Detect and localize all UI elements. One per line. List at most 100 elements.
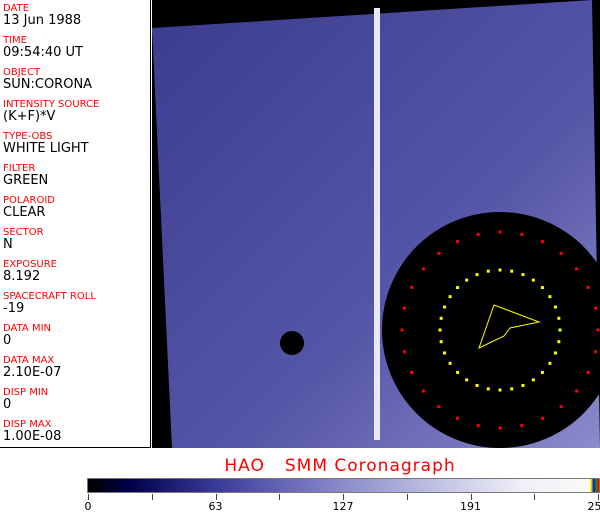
field-value: 2.10E-07: [3, 366, 61, 380]
colorbar-tick-label: 0: [85, 500, 92, 513]
field-value: 0: [3, 398, 48, 412]
marker-dot: [422, 267, 425, 270]
colorbar-tick-label: 255: [588, 500, 600, 513]
marker-dot: [594, 350, 597, 353]
marker-dot: [597, 329, 600, 332]
marker-dot: [465, 378, 468, 381]
field-value: CLEAR: [3, 206, 55, 220]
field-value: (K+F)*V: [3, 110, 99, 124]
marker-dot: [559, 329, 562, 332]
marker-dot: [557, 340, 560, 343]
marker-dot: [520, 424, 523, 427]
marker-dot: [594, 307, 597, 310]
marker-dot: [560, 405, 563, 408]
marker-dot: [554, 306, 557, 309]
marker-dot: [439, 329, 442, 332]
marker-dot: [443, 306, 446, 309]
marker-dot: [587, 286, 590, 289]
marker-dot: [532, 279, 535, 282]
marker-dot: [449, 295, 452, 298]
marker-dot: [520, 233, 523, 236]
field-value: 8.192: [3, 270, 57, 284]
marker-dot: [554, 351, 557, 354]
field-intensity-source: INTENSITY SOURCE(K+F)*V: [3, 99, 99, 124]
dark-spot: [280, 331, 304, 355]
marker-dot: [560, 252, 563, 255]
marker-dot: [575, 267, 578, 270]
marker-dot: [476, 384, 479, 387]
marker-dot: [557, 317, 560, 320]
marker-dot: [422, 390, 425, 393]
marker-dot: [477, 424, 480, 427]
field-value: 1.00E-08: [3, 430, 61, 444]
marker-dot: [499, 389, 502, 392]
marker-dot: [437, 405, 440, 408]
field-value: GREEN: [3, 174, 48, 188]
pylon-stripe: [374, 8, 380, 440]
marker-dot: [548, 295, 551, 298]
coronagraph-image[interactable]: [152, 0, 600, 448]
marker-dot: [487, 270, 490, 273]
marker-dot: [437, 252, 440, 255]
marker-dot: [440, 340, 443, 343]
marker-dot: [521, 384, 524, 387]
marker-dot: [456, 286, 459, 289]
colorbar-tick: [534, 494, 535, 500]
marker-dot: [443, 351, 446, 354]
field-value: 0: [3, 334, 51, 348]
colorbar-tick: [279, 494, 280, 500]
marker-dot: [440, 317, 443, 320]
marker-dot: [541, 371, 544, 374]
marker-dot: [587, 371, 590, 374]
marker-dot: [476, 273, 479, 276]
marker-dot: [449, 362, 452, 365]
marker-dot: [510, 270, 513, 273]
marker-dot: [403, 350, 406, 353]
colorbar-tick: [407, 494, 408, 500]
colorbar-tick: [152, 494, 153, 500]
field-spacecraft-roll: SPACECRAFT ROLL-19: [3, 291, 96, 316]
marker-dot: [541, 240, 544, 243]
marker-dot: [499, 427, 502, 430]
marker-dot: [510, 387, 513, 390]
marker-dot: [499, 231, 502, 234]
marker-dot: [456, 417, 459, 420]
marker-dot: [456, 240, 459, 243]
marker-dot: [410, 371, 413, 374]
marker-dot: [548, 362, 551, 365]
colorbar: [87, 478, 600, 493]
field-value: 13 Jun 1988: [3, 14, 81, 28]
colorbar-tick-label: 63: [209, 500, 223, 513]
marker-dot: [541, 417, 544, 420]
marker-dot: [401, 329, 404, 332]
field-value: SUN:CORONA: [3, 78, 92, 92]
marker-dot: [499, 269, 502, 272]
title-org: HAO: [224, 456, 265, 476]
marker-dot: [541, 286, 544, 289]
marker-dot: [532, 378, 535, 381]
field-value: -19: [3, 302, 96, 316]
marker-dot: [410, 286, 413, 289]
colorbar-tick-label: 127: [333, 500, 354, 513]
field-value: N: [3, 238, 44, 252]
marker-dot: [456, 371, 459, 374]
marker-dot: [465, 279, 468, 282]
field-value: WHITE LIGHT: [3, 142, 89, 156]
marker-dot: [575, 390, 578, 393]
coronagraph-image-svg: [152, 0, 600, 448]
marker-dot: [521, 273, 524, 276]
marker-dot: [403, 307, 406, 310]
